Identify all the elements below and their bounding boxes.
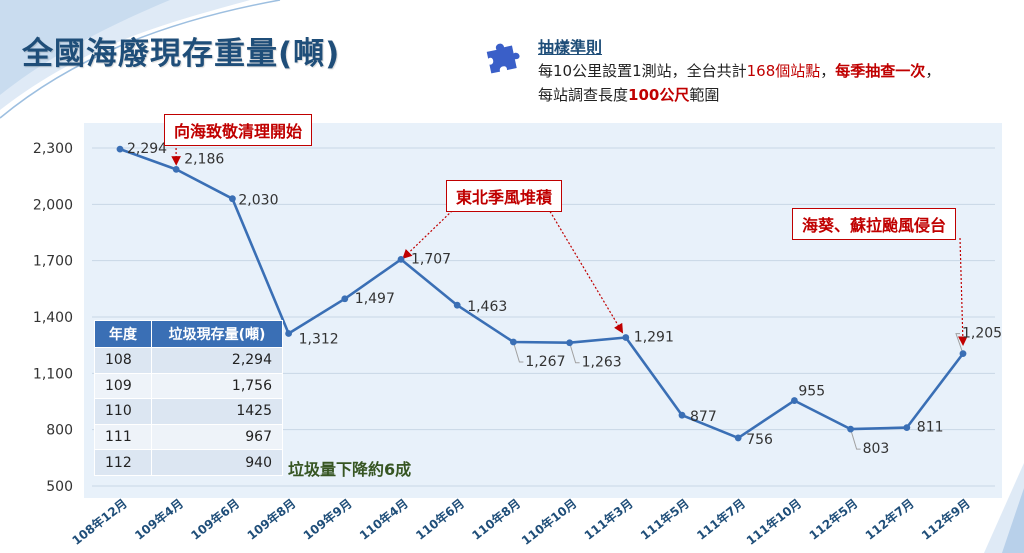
label-leader-line — [512, 341, 524, 363]
sampling-rule-title: 抽樣準則 — [538, 38, 603, 57]
data-label: 1,291 — [634, 329, 674, 345]
data-point — [791, 397, 798, 404]
x-tick-label: 108年12月 — [69, 496, 130, 548]
decrease-note: 垃圾量下降約6成 — [288, 460, 412, 479]
data-point — [847, 425, 854, 433]
callout-typhoon: 海葵、蘇拉颱風侵台 — [792, 208, 957, 240]
data-label: 2,030 — [238, 193, 278, 209]
x-tick-label: 109年4月 — [132, 496, 186, 543]
callout-cleanup-start: 向海致敬清理開始 — [164, 114, 313, 146]
data-label: 756 — [746, 432, 773, 448]
table-row: 111 967 — [94, 423, 283, 451]
table-cell-amount: 2,294 — [151, 347, 283, 374]
corner-wave-decoration — [0, 0, 281, 119]
data-label: 1,263 — [582, 355, 622, 371]
table-cell-amount: 1425 — [151, 398, 283, 425]
table-row: 109 1,756 — [94, 372, 283, 400]
callout-arrow — [957, 237, 968, 347]
corner-stripe-decoration — [984, 463, 1024, 553]
y-tick-label: 500 — [46, 479, 73, 495]
station-count: 168個站點 — [746, 62, 821, 80]
data-point — [622, 334, 630, 341]
y-tick-label: 800 — [46, 423, 73, 439]
sampling-frequency: 每季抽查一次 — [835, 62, 926, 80]
data-point — [566, 339, 573, 347]
callout-arrow — [402, 207, 456, 260]
label-leader-line — [569, 342, 580, 364]
x-tick-label: 109年8月 — [244, 496, 298, 543]
data-point — [734, 434, 742, 442]
data-point — [172, 166, 180, 173]
data-point — [453, 301, 461, 309]
survey-length: 100公尺 — [628, 86, 690, 104]
y-tick-label: 1,700 — [33, 254, 73, 270]
x-tick-label: 111年5月 — [637, 496, 691, 543]
data-label: 1,463 — [467, 299, 507, 315]
table-cell-year: 111 — [94, 423, 152, 451]
sampling-rule-line-2: 每站調查長度100公尺範圍 — [538, 86, 720, 104]
x-tick-label: 110年8月 — [469, 496, 523, 543]
data-label: 1,312 — [299, 332, 339, 348]
callout-arrow — [547, 207, 624, 334]
data-label: 2,186 — [184, 151, 224, 167]
x-tick-label: 111年3月 — [581, 496, 635, 543]
data-label: 1,707 — [411, 251, 451, 267]
data-label: 1,205 — [962, 326, 1002, 342]
y-tick-label: 1,100 — [33, 366, 73, 382]
table-row: 110 1425 — [94, 398, 283, 425]
y-tick-label: 2,000 — [33, 197, 73, 213]
table-header-amount: 垃圾現存量(噸) — [151, 320, 283, 348]
sampling-rule-line-1: 每10公里設置1測站，全台共計168個站點，每季抽查一次， — [538, 62, 941, 80]
x-tick-label: 109年9月 — [300, 496, 354, 543]
x-tick-label: 110年4月 — [356, 496, 410, 543]
data-point — [397, 255, 405, 263]
label-leader-line — [955, 333, 964, 354]
data-point — [678, 411, 686, 419]
data-label: 811 — [917, 420, 944, 436]
y-tick-label: 2,300 — [33, 141, 73, 157]
data-point — [229, 195, 236, 203]
summary-table: 年度 垃圾現存量(噸) 108 2,294 109 1,756 110 1425 11… — [94, 320, 283, 476]
data-point — [341, 295, 349, 303]
x-tick-label: 110年6月 — [413, 496, 467, 543]
puzzle-icon — [486, 43, 520, 74]
x-tick-label: 110年10月 — [518, 496, 579, 548]
table-cell-year: 108 — [94, 347, 152, 374]
table-cell-amount: 967 — [151, 423, 283, 451]
data-point — [285, 330, 292, 337]
table-cell-year: 112 — [94, 449, 152, 476]
page-title: 全國海廢現存重量(噸) — [22, 36, 341, 72]
y-tick-label: 1,400 — [33, 310, 73, 326]
series-line — [119, 147, 965, 440]
x-tick-label: 109年6月 — [188, 496, 242, 543]
data-label: 955 — [798, 384, 825, 400]
data-point — [510, 338, 517, 346]
data-point — [116, 145, 124, 153]
table-cell-amount: 940 — [151, 449, 283, 476]
data-label: 1,267 — [525, 354, 565, 370]
table-cell-year: 110 — [94, 398, 152, 425]
table-row: 112 940 — [94, 449, 283, 476]
table-header-row: 年度 垃圾現存量(噸) — [94, 320, 283, 348]
table-header-year: 年度 — [94, 320, 152, 348]
callout-monsoon: 東北季風堆積 — [446, 180, 563, 212]
data-point — [959, 350, 967, 358]
table-row: 108 2,294 — [94, 347, 283, 374]
data-label: 2,294 — [127, 141, 167, 157]
data-label: 1,497 — [355, 291, 395, 307]
x-tick-label: 112年5月 — [806, 496, 860, 543]
x-tick-label: 111年10月 — [743, 496, 804, 548]
label-leader-line — [850, 428, 861, 450]
x-tick-label: 111年7月 — [694, 496, 748, 543]
data-label: 803 — [863, 441, 890, 457]
data-point — [903, 424, 911, 432]
data-label: 877 — [690, 409, 717, 425]
table-cell-year: 109 — [94, 372, 152, 400]
table-cell-amount: 1,756 — [151, 372, 283, 400]
x-tick-label: 112年7月 — [862, 496, 916, 543]
